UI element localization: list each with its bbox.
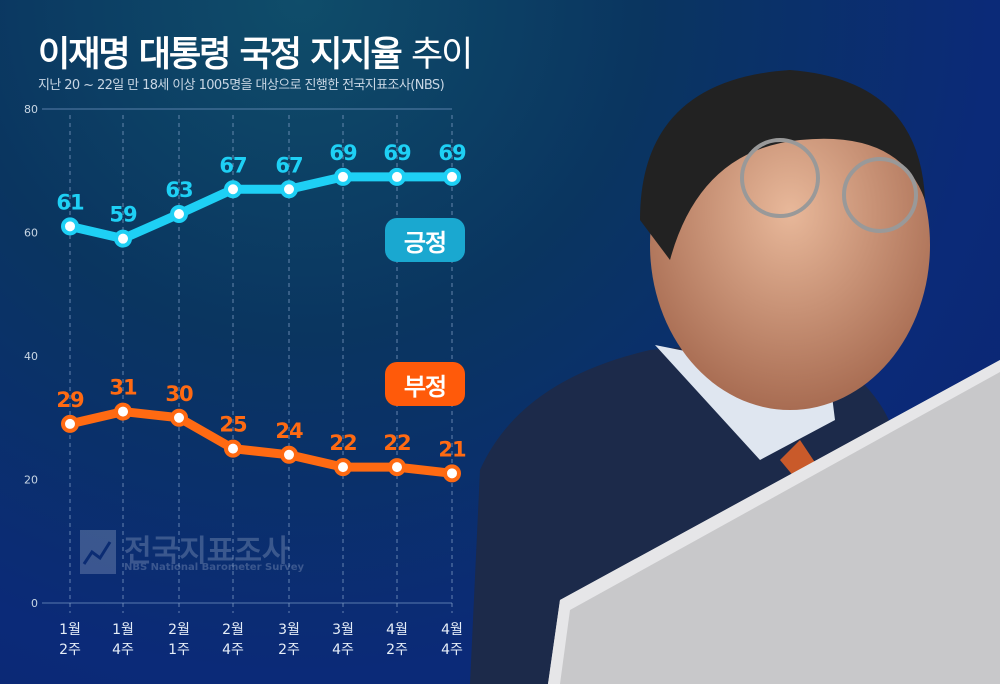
x-tick-label-month: 2월 (168, 622, 190, 638)
data-point (170, 408, 188, 427)
data-label: 67 (275, 153, 302, 177)
x-tick-label-week: 4주 (441, 642, 463, 658)
data-point (170, 204, 188, 223)
watermark-sub: NBS National Barometer Survey (124, 562, 305, 573)
x-tick-label-week: 4주 (332, 642, 354, 658)
data-point (443, 464, 461, 483)
title-suffix: 추이 (410, 35, 473, 75)
x-tick-label-month: 2월 (222, 622, 244, 638)
data-label: 29 (56, 388, 84, 412)
x-tick-label-week: 2주 (278, 642, 300, 658)
data-point (114, 402, 132, 421)
x-tick-label-week: 4주 (112, 642, 134, 658)
data-point (61, 217, 79, 236)
data-point (334, 458, 352, 477)
chart-subtitle: 지난 20 ~ 22일 만 18세 이상 1005명을 대상으로 진행한 전국지… (38, 78, 445, 93)
data-point (61, 414, 79, 433)
x-tick-label-week: 2주 (386, 642, 408, 658)
data-label: 25 (219, 413, 247, 437)
data-point (224, 439, 242, 458)
data-label: 69 (383, 141, 411, 165)
data-point (334, 167, 352, 186)
data-label: 22 (329, 431, 356, 455)
data-point (443, 167, 461, 186)
data-point (280, 445, 298, 464)
x-tick-label-month: 1월 (59, 622, 81, 638)
data-label: 69 (329, 141, 357, 165)
data-label: 22 (383, 431, 410, 455)
x-tick-label-week: 2주 (59, 642, 81, 658)
data-point (388, 167, 406, 186)
data-label: 31 (109, 376, 137, 400)
data-point (114, 229, 132, 248)
x-tick-label-month: 4월 (441, 622, 463, 638)
x-tick-label-month: 4월 (386, 622, 408, 638)
nbs-logo-icon (80, 530, 116, 574)
y-tick-label: 0 (31, 597, 38, 610)
y-tick-label: 20 (24, 474, 38, 487)
title-main: 이재명 대통령 국정 지지율 (38, 35, 403, 75)
data-label: 30 (165, 382, 193, 406)
data-label: 69 (438, 141, 466, 165)
legend-positive-badge: 긍정 (385, 218, 465, 262)
x-tick-label-month: 3월 (332, 622, 354, 638)
data-label: 59 (109, 203, 137, 227)
x-tick-label-month: 1월 (112, 622, 134, 638)
data-point (280, 180, 298, 199)
data-label: 24 (275, 419, 303, 443)
y-tick-label: 80 (24, 103, 38, 116)
data-point (224, 180, 242, 199)
legend-negative-badge: 부정 (385, 362, 465, 406)
x-tick-label-week: 4주 (222, 642, 244, 658)
data-label: 61 (56, 190, 84, 214)
data-label: 67 (219, 153, 246, 177)
watermark-name: 전국지표조사 (124, 534, 290, 569)
y-tick-label: 60 (24, 227, 38, 240)
y-tick-label: 40 (24, 350, 38, 363)
chart-title: 이재명 대통령 국정 지지율 추이 (38, 26, 473, 77)
x-tick-label-month: 3월 (278, 622, 300, 638)
data-point (388, 458, 406, 477)
x-tick-label-week: 1주 (168, 642, 190, 658)
data-label: 21 (438, 437, 466, 461)
data-label: 63 (165, 178, 192, 202)
